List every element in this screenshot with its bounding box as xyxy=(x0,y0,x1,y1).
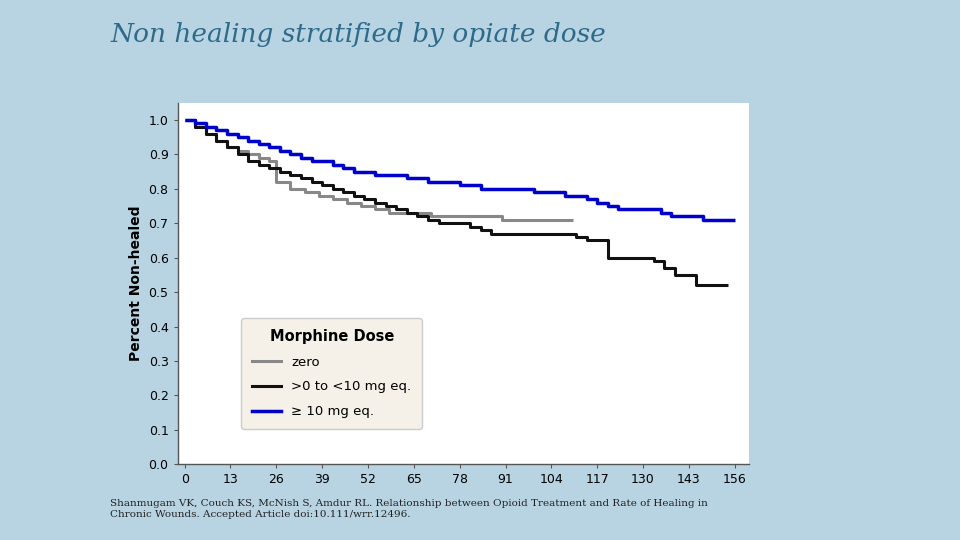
Text: Non healing stratified by opiate dose: Non healing stratified by opiate dose xyxy=(110,22,606,46)
Y-axis label: Percent Non-healed: Percent Non-healed xyxy=(129,206,143,361)
Legend: zero, >0 to <10 mg eq., ≥ 10 mg eq.: zero, >0 to <10 mg eq., ≥ 10 mg eq. xyxy=(241,318,422,429)
Text: Shanmugam VK, Couch KS, McNish S, Amdur RL. Relationship between Opioid Treatmen: Shanmugam VK, Couch KS, McNish S, Amdur … xyxy=(110,500,708,519)
